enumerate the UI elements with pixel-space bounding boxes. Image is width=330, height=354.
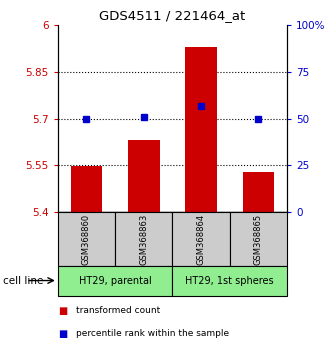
Bar: [243, 172, 274, 212]
Bar: [185, 47, 217, 212]
Text: HT29, 1st spheres: HT29, 1st spheres: [185, 275, 274, 286]
Bar: [128, 141, 159, 212]
Text: ■: ■: [58, 329, 67, 339]
Text: GSM368860: GSM368860: [82, 213, 91, 264]
Bar: [173, 266, 287, 296]
Bar: [58, 266, 173, 296]
Text: GSM368865: GSM368865: [254, 213, 263, 264]
Text: percentile rank within the sample: percentile rank within the sample: [76, 329, 229, 338]
Bar: [58, 212, 115, 266]
Text: transformed count: transformed count: [76, 306, 160, 315]
Text: GSM368864: GSM368864: [197, 213, 206, 264]
Bar: [71, 166, 102, 212]
Bar: [173, 212, 230, 266]
Title: GDS4511 / 221464_at: GDS4511 / 221464_at: [99, 9, 246, 22]
Text: HT29, parental: HT29, parental: [79, 275, 151, 286]
Bar: [115, 212, 173, 266]
Bar: [230, 212, 287, 266]
Text: GSM368863: GSM368863: [139, 213, 148, 264]
Text: cell line: cell line: [3, 275, 44, 286]
Text: ■: ■: [58, 306, 67, 316]
